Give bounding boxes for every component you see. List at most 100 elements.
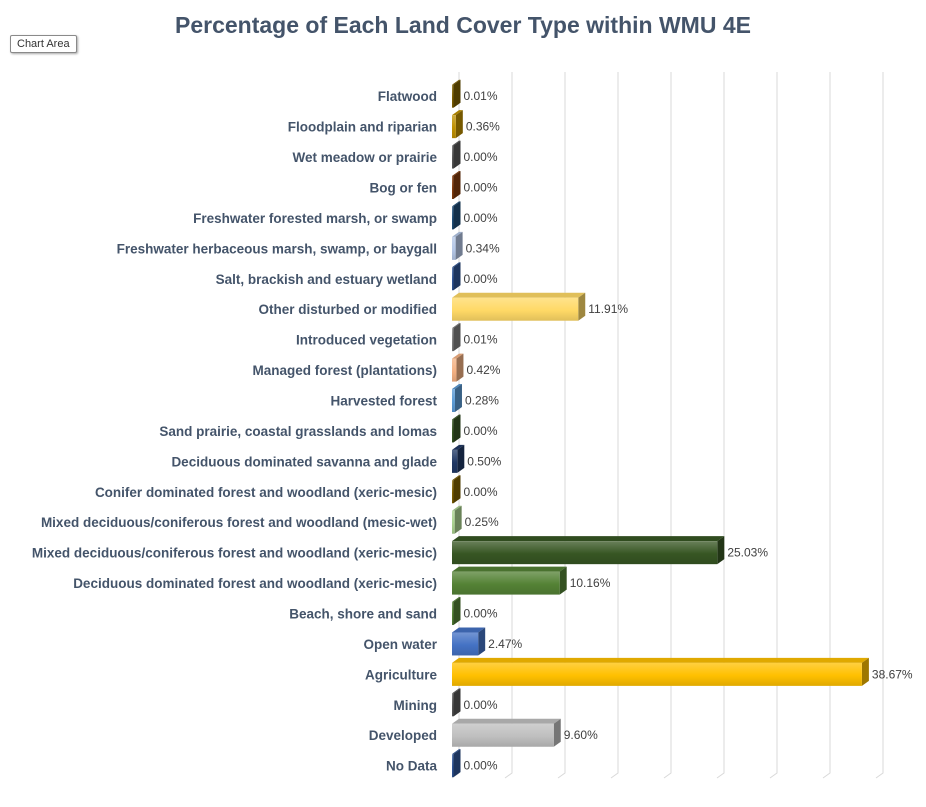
bar-front-face xyxy=(452,358,457,382)
data-labels: 0.01% 0.36% 0.00% 0.00% 0.00% 0.34% 0.00% 11.91… xyxy=(464,89,913,772)
bar-front-face xyxy=(452,632,479,656)
category-label: Deciduous dominated forest and woodland … xyxy=(73,576,437,591)
data-label: 0.00% xyxy=(464,607,498,621)
bar-top-face xyxy=(452,79,461,85)
bar-top-face xyxy=(452,140,461,146)
bar[interactable] xyxy=(452,262,461,291)
gridline xyxy=(610,72,619,779)
data-label: 0.00% xyxy=(464,211,498,225)
category-label: Salt, brackish and estuary wetland xyxy=(216,272,437,287)
bar-top-face xyxy=(452,597,461,603)
bar-front-face xyxy=(452,449,458,473)
bar[interactable] xyxy=(452,688,461,717)
category-label: Freshwater herbaceous marsh, swamp, or b… xyxy=(117,241,437,256)
data-label: 0.00% xyxy=(464,150,498,164)
data-label: 0.00% xyxy=(464,181,498,195)
bar-side-face xyxy=(453,749,461,778)
bar-top-face xyxy=(452,110,463,116)
bar[interactable] xyxy=(452,140,461,169)
bar[interactable] xyxy=(452,597,461,626)
bar-side-face xyxy=(453,323,461,352)
bar-front-face xyxy=(452,236,456,260)
bar[interactable] xyxy=(452,323,461,352)
bar-front-face xyxy=(452,510,455,534)
bar-front-face xyxy=(452,602,454,626)
bar[interactable] xyxy=(452,353,464,382)
bar[interactable] xyxy=(452,231,463,260)
data-label: 0.00% xyxy=(464,485,498,499)
bar-front-face xyxy=(452,662,862,686)
bar-top-face xyxy=(452,353,464,359)
bar-top-face xyxy=(452,384,462,390)
bar-side-face xyxy=(453,475,461,504)
bar[interactable] xyxy=(452,627,486,656)
bar-front-face xyxy=(452,145,454,169)
bar-side-face xyxy=(578,292,586,321)
bar[interactable] xyxy=(452,110,463,139)
bar-top-face xyxy=(452,201,461,207)
data-label: 0.25% xyxy=(465,515,499,529)
bar[interactable] xyxy=(452,566,567,595)
bar-front-face xyxy=(452,267,454,291)
bar[interactable] xyxy=(452,718,561,747)
category-label: Flatwood xyxy=(378,89,437,104)
data-label: 9.60% xyxy=(564,728,598,742)
bar-top-face xyxy=(452,566,567,572)
bar-front-face xyxy=(452,754,454,778)
bar[interactable] xyxy=(452,79,461,108)
category-label: No Data xyxy=(386,759,437,774)
data-label: 10.16% xyxy=(570,576,611,590)
data-label: 0.00% xyxy=(464,272,498,286)
category-label: Other disturbed or modified xyxy=(258,302,437,317)
category-label: Mixed deciduous/coniferous forest and wo… xyxy=(41,515,437,530)
data-label: 0.00% xyxy=(464,424,498,438)
category-label: Mixed deciduous/coniferous forest and wo… xyxy=(32,546,437,561)
bar-top-face xyxy=(452,536,725,542)
bar-top-face xyxy=(452,231,463,237)
bar-front-face xyxy=(452,723,554,747)
data-label: 2.47% xyxy=(488,637,522,651)
bar-top-face xyxy=(452,657,869,663)
category-label: Managed forest (plantations) xyxy=(252,363,437,378)
bar-front-face xyxy=(452,176,454,200)
data-label: 0.34% xyxy=(466,241,500,255)
bar-front-face xyxy=(452,297,579,321)
category-label: Freshwater forested marsh, or swamp xyxy=(193,211,437,226)
bar[interactable] xyxy=(452,292,586,321)
bar-side-face xyxy=(455,231,463,260)
bar-top-face xyxy=(452,627,486,633)
bar-side-face xyxy=(559,566,567,595)
category-label: Open water xyxy=(363,637,437,652)
category-label: Agriculture xyxy=(365,667,438,682)
category-label: Mining xyxy=(394,698,438,713)
bar[interactable] xyxy=(452,475,461,504)
bar-side-face xyxy=(861,657,869,686)
bar-side-face xyxy=(717,536,725,565)
data-label: 38.67% xyxy=(872,667,913,681)
bar-top-face xyxy=(452,475,461,481)
bar[interactable] xyxy=(452,657,869,686)
bar[interactable] xyxy=(452,536,725,565)
bar[interactable] xyxy=(452,201,461,230)
category-label: Deciduous dominated savanna and glade xyxy=(171,454,437,469)
bar-side-face xyxy=(453,201,461,230)
data-label: 0.01% xyxy=(464,333,498,347)
bar[interactable] xyxy=(452,171,461,200)
bar[interactable] xyxy=(452,505,462,534)
bar-top-face xyxy=(452,414,461,420)
data-label: 0.42% xyxy=(466,363,500,377)
gridline xyxy=(769,72,778,779)
bar[interactable] xyxy=(452,749,461,778)
bar-front-face xyxy=(452,571,560,595)
bar[interactable] xyxy=(452,414,461,443)
bar[interactable] xyxy=(452,384,462,413)
bar[interactable] xyxy=(452,444,465,473)
category-label: Sand prairie, coastal grasslands and lom… xyxy=(159,424,437,439)
bar-top-face xyxy=(452,688,461,694)
bar-side-face xyxy=(453,140,461,169)
bar-front-face xyxy=(452,419,454,443)
data-label: 0.50% xyxy=(467,454,501,468)
bar-front-face xyxy=(452,206,454,230)
bar-top-face xyxy=(452,262,461,268)
